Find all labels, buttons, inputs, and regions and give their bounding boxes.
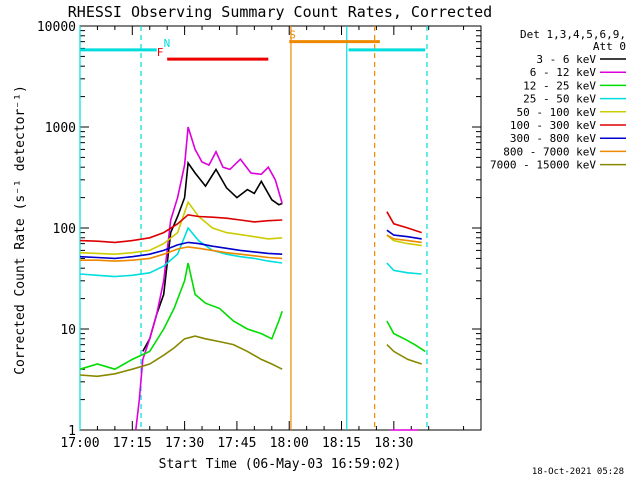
legend-label: 6 - 12 keV — [530, 66, 597, 79]
y-tick-label: 100 — [53, 222, 76, 237]
series-line-segment — [386, 229, 422, 240]
y-tick-label: 10 — [60, 323, 76, 338]
series-line — [142, 160, 283, 352]
flag-label: N — [164, 37, 171, 50]
series-line — [135, 126, 283, 431]
legend-header: Det 1,3,4,5,6,9, — [520, 28, 626, 41]
footer-date: 18-Oct-2021 05:28 — [532, 467, 624, 477]
x-tick-label: 17:45 — [217, 436, 256, 451]
series-line-segment — [386, 262, 422, 275]
flag-label: S — [289, 29, 296, 42]
series-line — [79, 200, 283, 256]
x-tick-label: 17:30 — [165, 436, 204, 451]
series-line-segment — [386, 320, 426, 353]
x-tick-label: 18:15 — [322, 436, 361, 451]
y-tick-label: 10000 — [37, 20, 76, 35]
x-tick-label: 17:00 — [60, 436, 99, 451]
legend-label: 50 - 100 keV — [517, 106, 597, 119]
flag-label: F — [157, 46, 164, 59]
y-tick-label: 1 — [68, 424, 76, 439]
legend-header: Att 0 — [593, 40, 626, 53]
series-line — [79, 241, 283, 260]
series-line-segment — [386, 344, 422, 365]
legend-label: 800 - 7000 keV — [503, 145, 596, 158]
y-axis-label: Corrected Count Rate (s⁻¹ detector⁻¹) — [13, 85, 28, 375]
series-line-segment — [386, 234, 422, 244]
plot-area: 1 10 100 1000 10000 17:00 17:15 17:30 17:45 18:00… — [37, 20, 482, 451]
legend-label: 300 - 800 keV — [510, 132, 596, 145]
chart-title: RHESSI Observing Summary Count Rates, Co… — [68, 3, 492, 21]
series-line — [79, 335, 283, 378]
x-axis-label: Start Time (06-May-03 16:59:02) — [159, 457, 402, 472]
series-line — [79, 262, 283, 371]
series-line — [80, 246, 283, 262]
x-tick-label: 18:00 — [270, 436, 309, 451]
series-line-segment — [386, 211, 422, 234]
legend-label: 100 - 300 keV — [510, 119, 596, 132]
x-tick-label: 17:15 — [113, 436, 152, 451]
y-tick-label: 1000 — [45, 121, 76, 136]
series-line — [79, 213, 283, 244]
legend-label: 3 - 6 keV — [536, 53, 596, 66]
series-line — [79, 226, 283, 278]
legend-label: 12 - 25 keV — [523, 79, 596, 92]
legend-label: 7000 - 15000 keV — [490, 159, 596, 172]
legend-label: 25 - 50 keV — [523, 93, 596, 106]
x-tick-label: 18:30 — [374, 436, 413, 451]
